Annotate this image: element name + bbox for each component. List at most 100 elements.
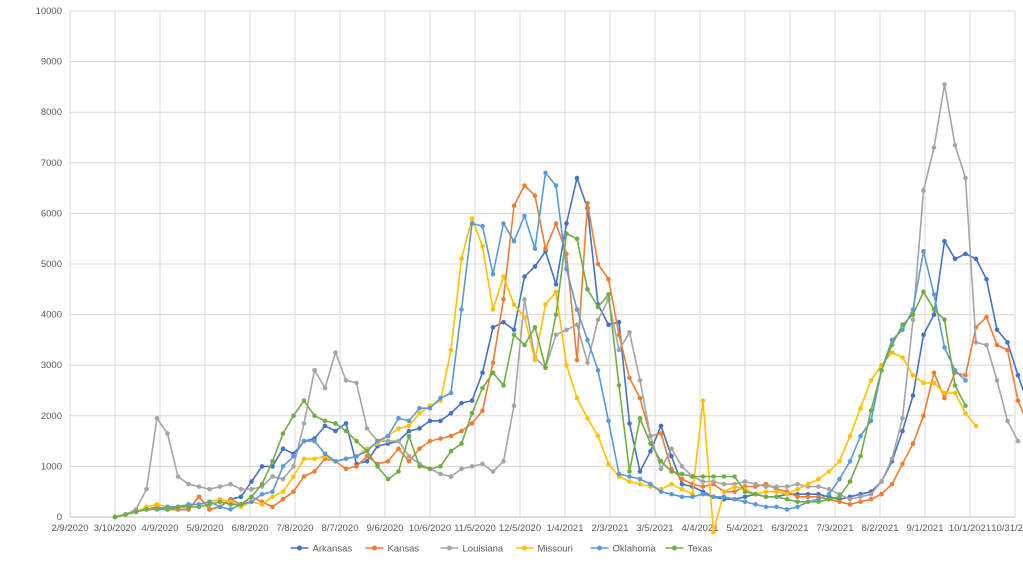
- data-point-texas: [784, 497, 790, 502]
- data-point-arkansas: [973, 256, 979, 262]
- data-point-oklahoma: [679, 494, 685, 500]
- data-point-arkansas: [606, 322, 611, 328]
- data-point-kansas: [543, 246, 548, 252]
- data-point-oklahoma: [217, 504, 223, 510]
- data-point-texas: [448, 448, 454, 454]
- data-point-missouri: [711, 529, 716, 535]
- gridlines: [69, 10, 1016, 518]
- data-point-texas: [627, 469, 632, 474]
- x-tick-label: 10/6/2020: [409, 523, 451, 534]
- data-point-oklahoma: [522, 213, 527, 219]
- data-point-texas: [669, 469, 674, 474]
- data-point-texas: [648, 441, 653, 446]
- x-tick-label: 2/3/2021: [592, 523, 629, 534]
- data-point-louisiana: [333, 350, 338, 355]
- data-point-louisiana: [448, 474, 454, 479]
- legend-swatch-marker: [672, 545, 677, 551]
- data-point-texas: [322, 418, 328, 424]
- data-point-arkansas: [669, 454, 674, 459]
- data-point-oklahoma: [459, 307, 464, 312]
- data-point-louisiana: [627, 330, 632, 335]
- data-point-kansas: [931, 370, 937, 376]
- data-point-texas: [427, 466, 433, 472]
- legend-label: Louisiana: [463, 544, 504, 555]
- data-point-louisiana: [396, 438, 401, 444]
- data-point-missouri: [784, 491, 790, 497]
- data-point-missouri: [679, 486, 685, 492]
- data-point-missouri: [574, 395, 580, 401]
- data-point-missouri: [532, 357, 538, 363]
- data-point-arkansas: [1015, 373, 1021, 378]
- data-point-louisiana: [858, 494, 863, 500]
- data-point-kansas: [511, 203, 517, 209]
- data-point-kansas: [364, 454, 370, 459]
- data-point-texas: [879, 368, 884, 373]
- data-point-kansas: [984, 314, 989, 320]
- data-point-arkansas: [501, 319, 506, 325]
- data-point-kansas: [522, 183, 527, 188]
- data-point-texas: [837, 494, 842, 500]
- legend-item-texas: Texas: [665, 544, 713, 555]
- data-point-texas: [154, 507, 160, 512]
- x-tick-label: 11/5/2020: [454, 523, 496, 534]
- data-point-louisiana: [847, 497, 853, 502]
- data-point-arkansas: [921, 332, 926, 338]
- data-point-arkansas: [637, 469, 643, 474]
- data-point-texas: [564, 231, 569, 236]
- legend-swatch-marker: [597, 545, 602, 551]
- data-point-louisiana: [196, 484, 202, 489]
- legend-swatch-marker: [372, 545, 377, 551]
- data-point-louisiana: [658, 466, 664, 472]
- data-point-texas: [585, 287, 590, 292]
- data-point-kansas: [637, 395, 643, 401]
- data-point-missouri: [448, 347, 454, 353]
- data-point-missouri: [732, 484, 737, 489]
- data-point-missouri: [942, 390, 947, 396]
- x-tick-label: 7/8/2020: [277, 523, 314, 534]
- data-point-missouri: [700, 398, 706, 403]
- data-point-texas: [721, 474, 727, 479]
- data-point-kansas: [700, 484, 706, 489]
- x-tick-label: 3/10/2020: [94, 523, 136, 534]
- data-point-kansas: [879, 491, 884, 497]
- data-point-oklahoma: [784, 507, 790, 512]
- data-point-arkansas: [333, 428, 338, 434]
- data-point-louisiana: [291, 464, 296, 469]
- data-point-kansas: [427, 438, 433, 444]
- data-point-missouri: [669, 481, 674, 487]
- data-point-missouri: [459, 256, 464, 262]
- data-point-louisiana: [963, 175, 968, 181]
- data-point-louisiana: [312, 368, 317, 373]
- data-point-oklahoma: [711, 494, 716, 500]
- data-point-oklahoma: [511, 238, 517, 244]
- data-point-kansas: [679, 476, 685, 482]
- data-point-texas: [847, 479, 853, 484]
- data-point-texas: [679, 471, 685, 477]
- data-point-kansas: [291, 489, 296, 495]
- data-point-kansas: [196, 494, 202, 500]
- data-point-texas: [228, 502, 233, 507]
- data-point-oklahoma: [259, 491, 265, 497]
- data-point-louisiana: [763, 484, 769, 489]
- data-point-missouri: [973, 423, 979, 429]
- data-point-oklahoma: [648, 481, 653, 487]
- data-point-oklahoma: [690, 494, 695, 500]
- data-point-kansas: [459, 428, 464, 434]
- data-point-kansas: [994, 342, 1000, 348]
- data-point-oklahoma: [669, 491, 674, 497]
- data-point-kansas: [501, 297, 506, 302]
- series-texas: [112, 231, 968, 520]
- data-point-oklahoma: [301, 438, 307, 444]
- data-point-missouri: [921, 380, 926, 386]
- data-point-texas: [259, 481, 265, 487]
- data-point-missouri: [301, 456, 307, 462]
- data-point-oklahoma: [448, 390, 454, 396]
- data-point-texas: [742, 489, 748, 495]
- data-point-missouri: [826, 469, 832, 474]
- data-point-louisiana: [595, 317, 601, 323]
- data-point-texas: [816, 499, 821, 505]
- data-point-missouri: [511, 302, 517, 307]
- data-point-oklahoma: [942, 345, 947, 350]
- data-point-arkansas: [511, 327, 517, 333]
- data-point-texas: [270, 459, 275, 464]
